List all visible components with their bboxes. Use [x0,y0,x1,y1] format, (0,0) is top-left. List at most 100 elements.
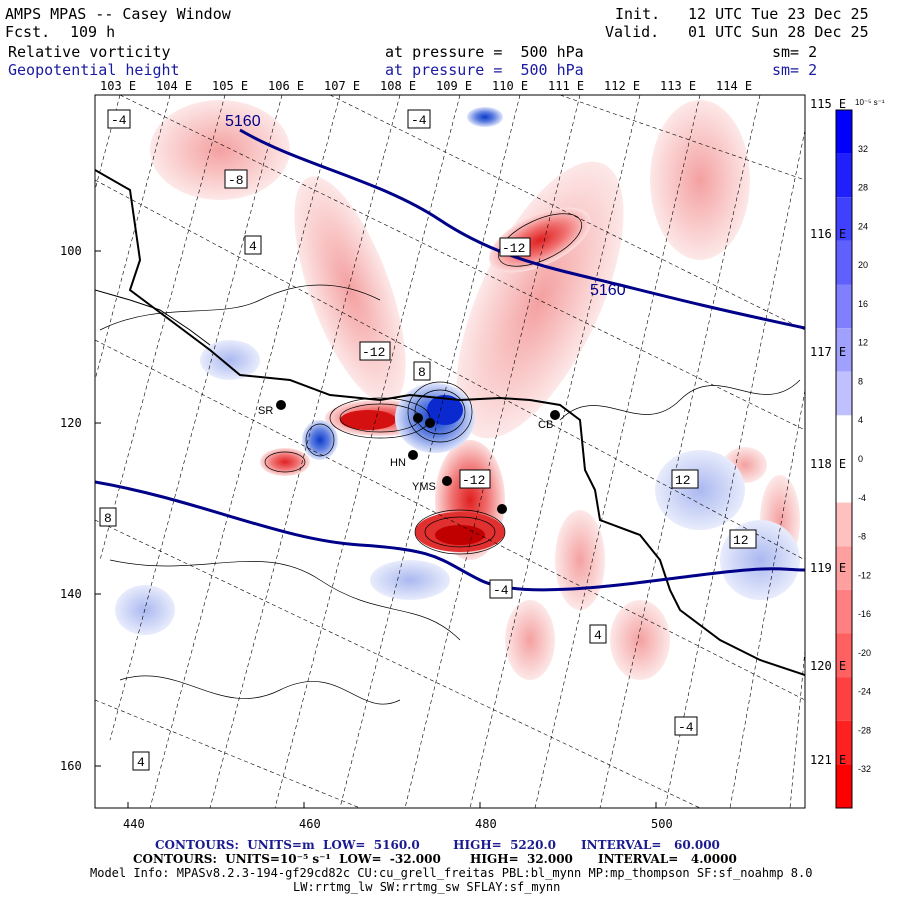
y-tick-label: 140 [60,587,82,601]
coastline [95,169,805,676]
colorbar-swatch [836,633,852,678]
vort-label: -4 [411,113,427,128]
axis-labels: 103 E 104 E 105 E 106 E 107 E 108 E 109 E 110 E… [60,79,846,831]
height-contour-5160-north [239,128,805,330]
x-tick-label: 460 [299,817,321,831]
y-tick-label: 120 [60,416,82,430]
top-lon-label: 107 E [324,79,360,93]
station-yms-marker [442,476,452,486]
colorbar-label: -32 [858,764,871,774]
top-lon-label: 104 E [156,79,192,93]
vort-label: 4 [249,239,257,254]
height-contour-5160-south [95,480,805,592]
station-marker [425,418,435,428]
top-lon-label: 112 E [604,79,640,93]
vort-label: 8 [104,511,112,526]
right-lon-label: 120 E [810,659,846,673]
colorbar-swatch [836,502,852,547]
footer-vorticity-contours: CONTOURS: UNITS=10⁻⁵ s⁻¹ LOW= -32.000 HI… [133,852,737,866]
top-lon-label: 111 E [548,79,584,93]
field2-name: Geopotential height [8,61,180,79]
right-lon-label: 121 E [810,753,846,767]
colorbar-frame [835,109,853,809]
footer-height-contours: CONTOURS: UNITS=m LOW= 5160.0 HIGH= 5220… [155,838,720,852]
vort-label: -4 [111,113,127,128]
top-lon-label: 109 E [436,79,472,93]
station-cb-label: CB [538,419,553,431]
colorbar-swatch [836,197,852,241]
colorbar-swatch [836,677,852,721]
colorbar-swatch [836,720,852,765]
station-marker [497,504,507,514]
footer-model-info-2: LW:rrtmg_lw SW:rrtmg_sw SFLAY:sf_mynn [293,880,561,894]
colorbar-swatch [836,415,852,459]
vort-label: -12 [462,473,485,488]
right-lon-label: 115 E [810,97,846,111]
y-tick-label: 160 [60,759,82,773]
station-cb-marker [550,410,560,420]
colorbar-swatch [836,459,852,503]
colorbar-swatch [836,589,852,634]
colorbar-label: 32 [858,144,868,154]
vort-label: 12 [675,473,691,488]
station-sr-label: SR [258,405,273,417]
top-lon-label: 113 E [660,79,696,93]
right-lon-label: 119 E [810,561,846,575]
top-lon-label: 105 E [212,79,248,93]
station-yms-label: YMS [412,481,436,493]
colorbar-label: 0 [858,454,863,464]
colorbar-label: 24 [858,221,868,231]
colorbar-label: -16 [858,609,871,619]
colorbar-swatch [836,764,852,808]
x-tick-label: 500 [651,817,673,831]
colorbar-swatch [836,284,852,329]
colorbar-label: 20 [858,260,868,270]
colorbar-label: -20 [858,648,871,658]
vort-label: -12 [362,345,385,360]
colorbar-label: -12 [858,570,871,580]
colorbar-swatch [836,371,852,416]
colorbar-swatch [836,110,852,154]
vort-label: 12 [733,533,749,548]
init-label: Init. [615,5,661,23]
colorbar-label: 28 [858,183,868,193]
plot-frame [94,94,806,809]
station-hn-marker [408,450,418,460]
vorticity-labels: -4 -4 4 -8 -12 8 12 12 -4 4 8 -12 -12 -4… [99,109,757,771]
colorbar-label: 4 [858,415,863,425]
right-lon-label: 116 E [810,227,846,241]
station-sr-marker [276,400,286,410]
colorbar-label: 12 [858,338,868,348]
top-lon-label: 114 E [716,79,752,93]
colorbar-swatch [836,328,852,372]
vort-label: -12 [502,241,525,256]
height-label: 5160 [225,113,261,130]
model-title: AMPS MPAS -- Casey Window [5,5,231,23]
top-lon-label: 110 E [492,79,528,93]
valid-value: 01 UTC Sun 28 Dec 25 [688,23,869,41]
colorbar-label: -4 [858,493,866,503]
field1-smoothing: sm= 2 [772,43,818,61]
x-tick-label: 440 [123,817,145,831]
field2-smoothing: sm= 2 [772,61,818,79]
field1-name: Relative vorticity [8,43,171,61]
fcst-label: Fcst. [5,23,51,41]
colorbar-swatch [836,153,852,198]
vorticity-contours [99,213,801,705]
colorbar-label: 16 [858,299,868,309]
top-lon-label: 103 E [100,79,136,93]
top-lon-label: 106 E [268,79,304,93]
vort-label: -4 [493,583,509,598]
colorbar-label: 8 [858,376,863,386]
colorbar: 32 28 24 20 16 12 8 4 0 -4 -8 -12 -16 -20 -24 -28 -32 [835,109,871,809]
vort-label: 8 [418,365,426,380]
station-hn-label: HN [390,457,406,469]
coastline-minor [95,289,211,346]
vorticity-shading [115,100,800,680]
field1-level: at pressure = 500 hPa [385,43,584,61]
footer-model-info: Model Info: MPASv8.2.3-194-gf29cd82c CU:… [90,866,813,880]
right-lon-label: 118 E [810,457,846,471]
station-marker [413,413,423,423]
height-label: 5160 [590,282,626,299]
